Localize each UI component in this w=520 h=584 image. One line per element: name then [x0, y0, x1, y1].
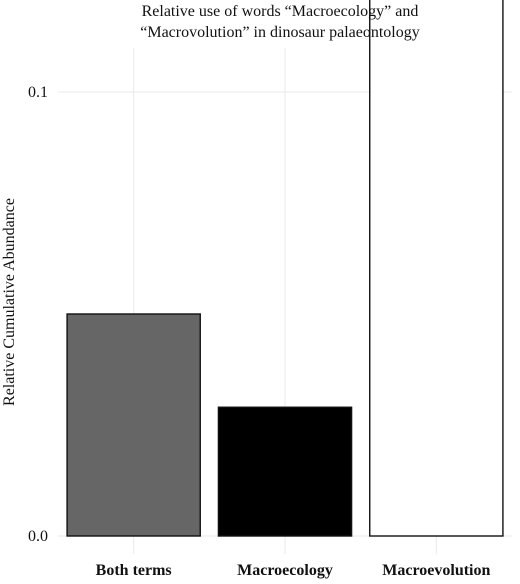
chart-title-line-1: Relative use of words “Macroecology” and [142, 3, 419, 20]
bar-macroecology [217, 406, 353, 537]
x-tick-label: Macroevolution [382, 562, 490, 579]
x-axis-ticks: Both terms Macroecology Macroevolution [96, 562, 491, 579]
y-tick-label: 0.0 [28, 528, 48, 545]
chart-title-line-2: “Macrovolution” in dinosaur palaeontolog… [140, 24, 419, 41]
y-tick-label: 0.1 [28, 84, 48, 101]
y-axis-title: Relative Cumulative Abundance [1, 198, 18, 406]
bar-macroevolution [369, 0, 504, 537]
bars [66, 0, 504, 537]
x-tick-label: Both terms [96, 562, 172, 579]
y-axis-ticks: 0.00.10.20.30.4 [28, 84, 48, 545]
bar-both-terms [66, 313, 201, 537]
x-tick-label: Macroecology [237, 562, 333, 579]
